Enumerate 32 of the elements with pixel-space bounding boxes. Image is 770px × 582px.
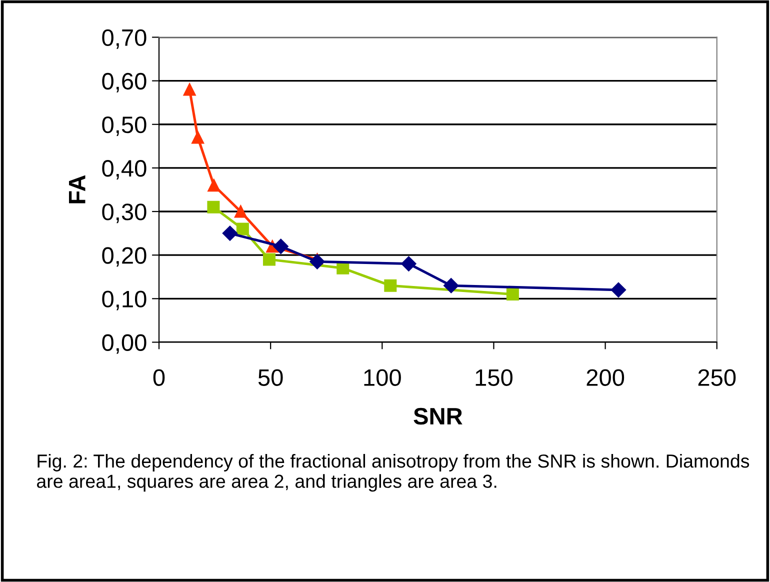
x-tick-label: 50 — [258, 369, 283, 386]
point — [444, 278, 459, 294]
caption: Fig. 2: The dependency of the fractional anisotropy from the SNR is shown. Diamonds are area1, squares are area 2, and triangles are area 3. — [36, 454, 750, 492]
point — [401, 256, 416, 272]
y-tick-label: 0,10 — [102, 290, 146, 310]
point — [183, 83, 196, 96]
point — [208, 179, 220, 192]
point — [610, 282, 626, 298]
x-tick-label: 100 — [364, 369, 401, 386]
x-tick-label: 150 — [476, 369, 512, 386]
point — [273, 238, 288, 254]
y-tick-label: 0,00 — [102, 334, 146, 354]
point — [192, 131, 204, 144]
y-axis-title: FA — [68, 175, 86, 204]
point — [222, 226, 238, 241]
y-tick-label: 0,70 — [102, 29, 146, 49]
x-tick-label: 250 — [698, 369, 736, 386]
point — [234, 205, 247, 218]
point — [207, 200, 220, 214]
point — [262, 253, 276, 266]
point — [384, 279, 397, 292]
point — [236, 222, 249, 236]
x-axis-title: SNR — [414, 408, 462, 425]
y-tick-label: 0,40 — [102, 160, 146, 180]
point — [310, 254, 325, 270]
y-tick-label: 0,30 — [102, 204, 146, 224]
x-tick-label: 0 — [153, 369, 165, 386]
y-tick-label: 0,50 — [102, 116, 146, 136]
y-tick-label: 0,60 — [102, 72, 146, 92]
y-tick-label: 0,20 — [102, 247, 146, 267]
x-tick-label: 200 — [586, 369, 624, 386]
point — [506, 288, 519, 301]
